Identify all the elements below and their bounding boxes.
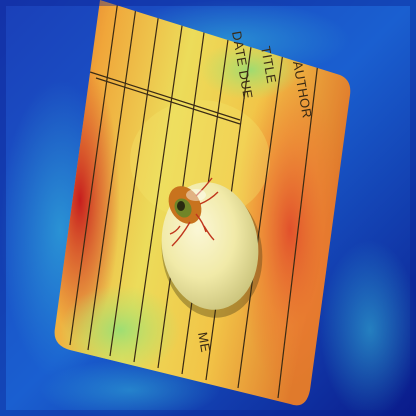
heatmap-photo: AUTHOR TITLE DATE DUE ME [0,0,416,416]
photo-stage: AUTHOR TITLE DATE DUE ME [0,0,416,416]
